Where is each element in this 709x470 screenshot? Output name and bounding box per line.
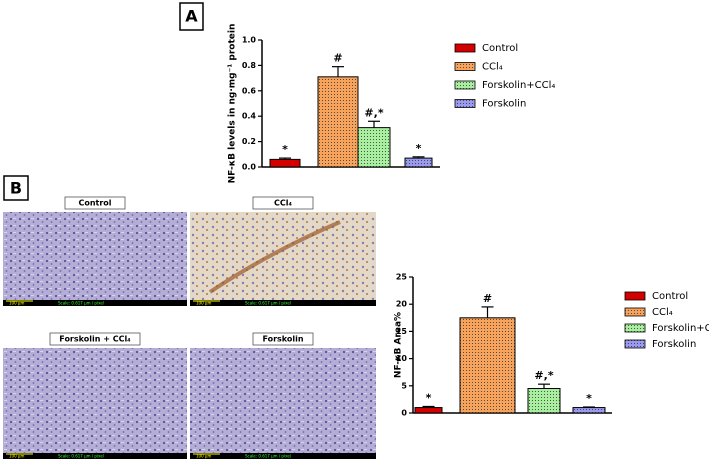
annotation: #,* xyxy=(364,106,383,119)
y-tick-label: 0.4 xyxy=(242,112,257,121)
y-tick-label: 25 xyxy=(396,273,408,282)
legend-swatch xyxy=(454,80,476,90)
legend-label: Forskolin xyxy=(482,99,526,110)
legend-label: Control xyxy=(652,291,688,302)
stain xyxy=(208,220,341,294)
y-tick-label: 0.2 xyxy=(242,137,256,146)
y-tick-label: 20 xyxy=(396,300,408,309)
annotation: # xyxy=(333,52,342,65)
legend-label: Control xyxy=(482,43,518,54)
y-axis-label: NF-κB levels in ng·mg⁻¹ protein xyxy=(228,24,238,184)
micrograph xyxy=(190,212,376,306)
y-tick-label: 1.0 xyxy=(242,36,257,45)
scale-strip xyxy=(190,453,376,459)
panel-box xyxy=(3,175,29,201)
legend-swatch xyxy=(624,291,646,301)
legend-swatch xyxy=(624,323,646,333)
bar xyxy=(404,157,433,168)
legend-label: Forskolin+CCl₄ xyxy=(482,80,555,91)
bar xyxy=(459,317,516,414)
scale-strip xyxy=(190,300,376,306)
panel-label: A xyxy=(185,7,198,26)
scale-bar-label: 100 µm xyxy=(9,454,24,459)
legend-swatch xyxy=(624,339,646,349)
legend-label: Forskolin xyxy=(652,339,696,350)
annotation: * xyxy=(426,391,432,404)
legend-swatch xyxy=(454,99,476,108)
scale-strip xyxy=(3,453,187,459)
legend-label: CCl₄ xyxy=(652,307,673,318)
bar xyxy=(572,407,606,414)
y-tick-label: 15 xyxy=(396,327,408,336)
panel-label: B xyxy=(10,179,22,198)
scale-strip xyxy=(3,300,187,306)
annotation: * xyxy=(416,142,422,155)
y-tick-label: 5 xyxy=(401,381,407,390)
scale-bar-label: 100 µm xyxy=(196,301,211,306)
annotation: * xyxy=(586,392,592,405)
y-tick-label: 0.8 xyxy=(242,61,257,70)
micrograph-label: CCl₄ xyxy=(274,199,292,208)
micrograph xyxy=(3,212,187,306)
legend-swatch xyxy=(454,43,476,53)
micrograph-label-box xyxy=(49,332,141,346)
bar xyxy=(317,76,359,168)
scale-bar-label: 100 µm xyxy=(196,454,211,459)
annotation: #,* xyxy=(534,369,553,382)
y-tick-label: 0 xyxy=(401,409,407,418)
bar xyxy=(527,388,561,414)
bar xyxy=(414,407,443,414)
legend-swatch xyxy=(454,62,476,71)
micrograph-label: Control xyxy=(78,199,111,208)
annotation: # xyxy=(483,292,492,305)
micrograph-label: Forskolin + CCl₄ xyxy=(59,335,131,344)
y-tick-label: 10 xyxy=(396,354,408,363)
micrograph-label-box xyxy=(64,196,126,210)
legend-label: Forskolin+CCl₄ xyxy=(652,323,709,334)
micrograph-label-box xyxy=(252,332,314,346)
micrograph xyxy=(190,348,376,459)
y-tick-label: 0.0 xyxy=(242,163,257,172)
y-tick-label: 0.6 xyxy=(242,86,257,95)
scale-bar-label: 100 µm xyxy=(9,301,24,306)
legend-swatch xyxy=(624,307,646,317)
scale-text: Scale: 0.617 µm / pixel xyxy=(58,301,104,306)
scale-text: Scale: 0.617 µm / pixel xyxy=(245,454,291,459)
bar xyxy=(357,127,391,168)
y-axis-label: NF-κB Area% xyxy=(394,312,404,378)
panel-box xyxy=(179,2,204,31)
micrograph-label: Forskolin xyxy=(262,335,303,344)
legend-label: CCl₄ xyxy=(482,62,503,73)
scale-text: Scale: 0.617 µm / pixel xyxy=(245,301,291,306)
scale-text: Scale: 0.617 µm / pixel xyxy=(58,454,104,459)
annotation: * xyxy=(282,143,288,156)
micrograph xyxy=(3,348,187,459)
micrograph-label-box xyxy=(252,196,314,210)
bar xyxy=(269,158,301,168)
